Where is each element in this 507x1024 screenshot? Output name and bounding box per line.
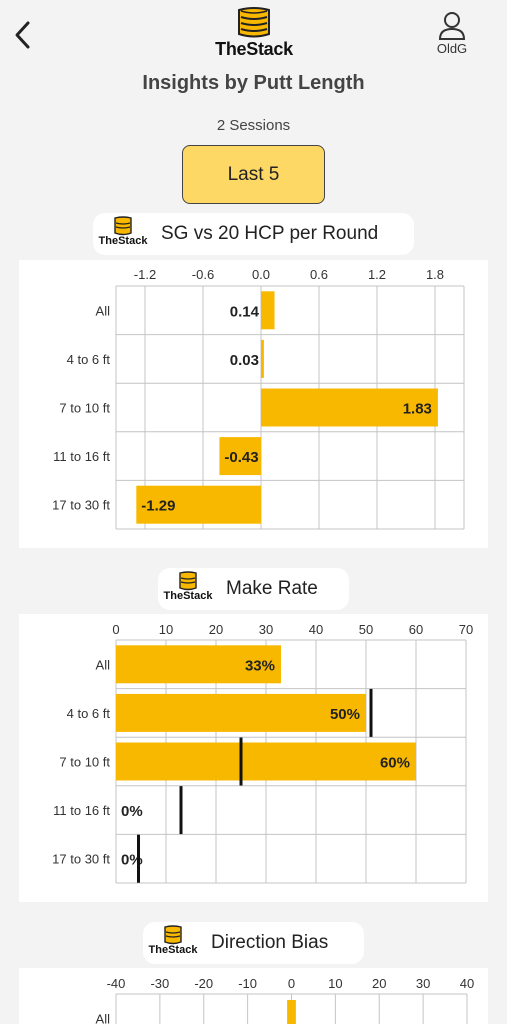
category-label: 4 to 6 ft [67,706,111,721]
make-rate-chart-card: 0 10 20 30 40 50 60 70 All 33% 4 to 6 ft 50% 7 to 10… [19,614,488,902]
stack-logo-icon [114,216,132,236]
make-rate-chart: 0 10 20 30 40 50 60 70 All 33% 4 to 6 ft 50% 7 to 10… [52,622,473,884]
make-rate-chart-logo: TheStack [158,568,218,610]
bar [261,388,438,427]
data-label: 60% [380,755,410,772]
chip-brand: TheStack [163,590,213,602]
sessions-count: 2 Sessions [216,117,291,134]
x-tick-label: 40 [460,976,474,991]
data-label: 0% [121,803,143,820]
x-tick-label: 30 [259,622,273,637]
direction-bias-chart-logo: TheStack [143,922,203,964]
bar [116,742,416,781]
bar [116,693,366,732]
category-label: All [96,657,111,672]
category-label: 11 to 16 ft [53,449,110,464]
x-tick-label: -30 [150,976,169,991]
x-tick-label: 10 [159,622,173,637]
x-tick-label: 10 [328,976,342,991]
sg-chart-card: -1.2 -0.6 0.0 0.6 1.2 1.8 All 0.14 4 to 6 ft 0.03… [19,260,488,548]
x-tick-label: -1.2 [134,267,156,282]
sg-chart-title: SG vs 20 HCP per Round [161,223,379,244]
direction-bias-chart: -40 -30 -20 -10 0 10 20 30 40 All [96,976,474,1024]
stack-logo-icon [164,925,182,945]
range-filter-button[interactable]: Last 5 [182,145,325,204]
x-tick-label: 30 [416,976,430,991]
data-label: 0.14 [230,303,260,320]
category-label: 7 to 10 ft [59,401,110,416]
category-label: All [96,303,111,318]
x-tick-label: 0 [288,976,295,991]
direction-bias-chart-title: Direction Bias [211,932,329,953]
data-label: 33% [245,657,275,674]
direction-bias-chart-header: TheStack Direction Bias [143,922,364,964]
x-tick-label: 0.6 [310,267,328,282]
bar [219,437,261,476]
x-tick-label: 60 [409,622,423,637]
category-label: All [96,1011,111,1024]
category-label: 4 to 6 ft [67,352,111,367]
stack-logo-icon [179,571,197,591]
bar [261,291,275,330]
user-label: OldG [436,41,468,56]
x-tick-label: 20 [209,622,223,637]
x-tick-label: 1.8 [426,267,444,282]
app-header: TheStack OldG [0,0,507,64]
x-tick-label: -10 [238,976,257,991]
x-tick-label: -40 [107,976,126,991]
sg-chart-header: TheStack SG vs 20 HCP per Round [93,213,414,255]
brand-name: TheStack [215,39,293,59]
direction-bias-chart-card: -40 -30 -20 -10 0 10 20 30 40 All [19,968,488,1024]
data-label: 50% [330,706,360,723]
page-title: Insights by Putt Length [142,72,365,94]
x-tick-label: 0 [112,622,119,637]
x-tick-label: 50 [359,622,373,637]
sg-chart: -1.2 -0.6 0.0 0.6 1.2 1.8 All 0.14 4 to 6 ft 0.03… [52,267,465,530]
category-label: 17 to 30 ft [52,852,110,867]
data-label: 0.03 [230,352,259,369]
user-icon [438,12,466,40]
x-tick-label: 1.2 [368,267,386,282]
data-label: 1.83 [403,401,432,418]
x-tick-label: -20 [194,976,213,991]
chevron-left-icon [15,21,30,49]
sg-chart-logo: TheStack [93,213,153,255]
back-button[interactable] [10,18,38,52]
category-label: 11 to 16 ft [53,803,110,818]
data-label: -1.29 [141,498,175,515]
bar [136,485,261,524]
data-label: -0.43 [224,449,258,466]
make-rate-chart-header: TheStack Make Rate [158,568,349,610]
bar [116,645,281,684]
stack-logo-icon [238,7,270,38]
bar [261,339,264,378]
user-profile-button[interactable]: OldG [430,10,474,60]
category-label: 17 to 30 ft [52,498,110,513]
x-tick-label: -0.6 [192,267,214,282]
x-tick-label: 0.0 [252,267,270,282]
make-rate-chart-title: Make Rate [226,578,318,599]
app-logo: TheStack [204,6,304,59]
bar [287,1000,296,1024]
chip-brand: TheStack [148,944,198,956]
chip-brand: TheStack [98,235,148,247]
x-tick-label: 20 [372,976,386,991]
x-tick-label: 40 [309,622,323,637]
category-label: 7 to 10 ft [59,755,110,770]
x-tick-label: 70 [459,622,473,637]
